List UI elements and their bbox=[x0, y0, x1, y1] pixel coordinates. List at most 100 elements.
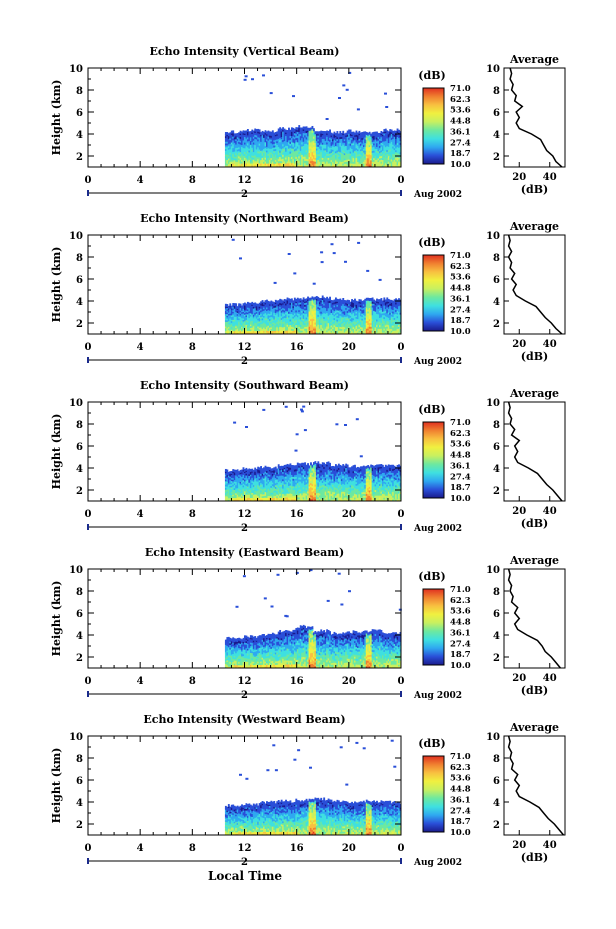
echo-cell bbox=[359, 305, 362, 308]
echo-cell bbox=[260, 322, 263, 325]
echo-cell bbox=[326, 308, 329, 311]
echo-cell bbox=[387, 159, 390, 162]
echo-cell bbox=[283, 156, 286, 160]
echo-cell bbox=[329, 141, 331, 144]
echo-cell bbox=[241, 308, 243, 311]
echo-cell bbox=[268, 163, 271, 166]
echo-cell bbox=[257, 162, 260, 166]
echo-cell bbox=[381, 307, 384, 310]
echo-cell bbox=[317, 298, 320, 302]
echo-cell bbox=[246, 147, 249, 150]
echo-top-cell bbox=[257, 303, 260, 307]
echo-cell bbox=[251, 161, 254, 164]
echo-cell bbox=[352, 325, 355, 328]
echo-cell bbox=[242, 332, 245, 335]
echo-cell bbox=[226, 135, 229, 139]
echo-cell bbox=[352, 326, 355, 330]
echo-cell bbox=[233, 140, 236, 143]
echo-top-cell bbox=[251, 129, 254, 133]
echo-cell bbox=[327, 302, 330, 305]
echo-cell bbox=[271, 322, 274, 325]
echo-cell bbox=[330, 330, 333, 333]
echo-cell bbox=[358, 161, 361, 164]
echo-cell bbox=[239, 311, 242, 314]
echo-cell bbox=[336, 165, 339, 168]
echo-cell bbox=[384, 321, 387, 324]
echo-cell bbox=[292, 318, 295, 321]
echo-cell bbox=[307, 300, 309, 303]
echo-cell bbox=[232, 314, 235, 317]
echo-cell bbox=[324, 307, 327, 310]
echo-cell bbox=[229, 145, 232, 148]
echo-cell bbox=[314, 148, 317, 151]
echo-cell bbox=[368, 300, 371, 303]
echo-cell bbox=[364, 133, 367, 136]
echo-cell bbox=[254, 130, 257, 133]
echo-cell bbox=[288, 137, 290, 141]
echo-cell bbox=[271, 306, 274, 309]
echo-cell bbox=[320, 159, 323, 162]
echo-cell bbox=[235, 154, 238, 157]
echo-cell bbox=[258, 306, 261, 309]
echo-cell bbox=[358, 151, 361, 155]
echo-cell bbox=[368, 315, 371, 318]
echo-cell bbox=[317, 155, 320, 159]
echo-cell bbox=[268, 327, 271, 330]
echo-cell bbox=[230, 151, 233, 155]
echo-cell bbox=[393, 144, 396, 147]
echo-cell bbox=[336, 322, 339, 326]
echo-top-cell bbox=[266, 299, 268, 303]
echo-cell bbox=[289, 319, 292, 322]
echo-cell bbox=[307, 310, 309, 313]
echo-cell bbox=[371, 156, 374, 159]
echo-cell bbox=[315, 163, 318, 166]
echo-cell bbox=[354, 139, 356, 143]
echo-top-cell bbox=[270, 131, 273, 135]
echo-cell bbox=[386, 326, 389, 329]
echo-cell bbox=[271, 305, 274, 308]
echo-top-cell bbox=[251, 301, 254, 305]
echo-cell bbox=[318, 144, 321, 147]
echo-cell bbox=[390, 314, 393, 317]
echo-cell bbox=[235, 499, 238, 502]
echo-cell bbox=[302, 324, 305, 327]
echo-cell bbox=[271, 318, 274, 321]
echo-cell bbox=[268, 159, 271, 162]
echo-cell bbox=[395, 322, 397, 326]
echo-cell bbox=[315, 151, 318, 155]
echo-cell bbox=[317, 312, 320, 315]
echo-cell bbox=[293, 156, 296, 160]
echo-cell bbox=[315, 142, 318, 145]
echo-cell bbox=[239, 332, 242, 335]
echo-cell bbox=[320, 322, 323, 325]
echo-cell bbox=[288, 304, 290, 307]
echo-cell bbox=[355, 163, 358, 166]
echo-cell bbox=[298, 304, 301, 307]
echo-cell bbox=[380, 151, 383, 155]
echo-cell bbox=[304, 132, 307, 136]
echo-cell bbox=[395, 309, 397, 312]
echo-cell bbox=[260, 141, 263, 144]
echo-cell bbox=[235, 158, 238, 161]
echo-cell bbox=[315, 150, 318, 153]
echo-cell bbox=[384, 319, 387, 322]
echo-cell bbox=[374, 139, 377, 142]
echo-cell bbox=[273, 322, 276, 325]
echo-cell bbox=[261, 307, 264, 310]
echo-cell bbox=[386, 153, 389, 156]
date-label: Aug 2002 bbox=[413, 357, 462, 367]
echo-cell bbox=[242, 322, 245, 325]
echo-cell bbox=[288, 328, 290, 331]
echo-cell bbox=[304, 149, 307, 153]
echo-cell bbox=[286, 320, 289, 323]
echo-cell bbox=[337, 323, 340, 326]
echo-cell bbox=[224, 490, 227, 494]
echo-cell bbox=[305, 309, 308, 312]
echo-cell bbox=[276, 309, 279, 312]
echo-cell bbox=[356, 152, 359, 155]
echo-cell bbox=[230, 494, 233, 497]
echo-cell bbox=[310, 332, 312, 335]
echo-cell bbox=[312, 148, 315, 152]
echo-cell bbox=[320, 140, 323, 143]
echo-cell bbox=[230, 488, 233, 491]
